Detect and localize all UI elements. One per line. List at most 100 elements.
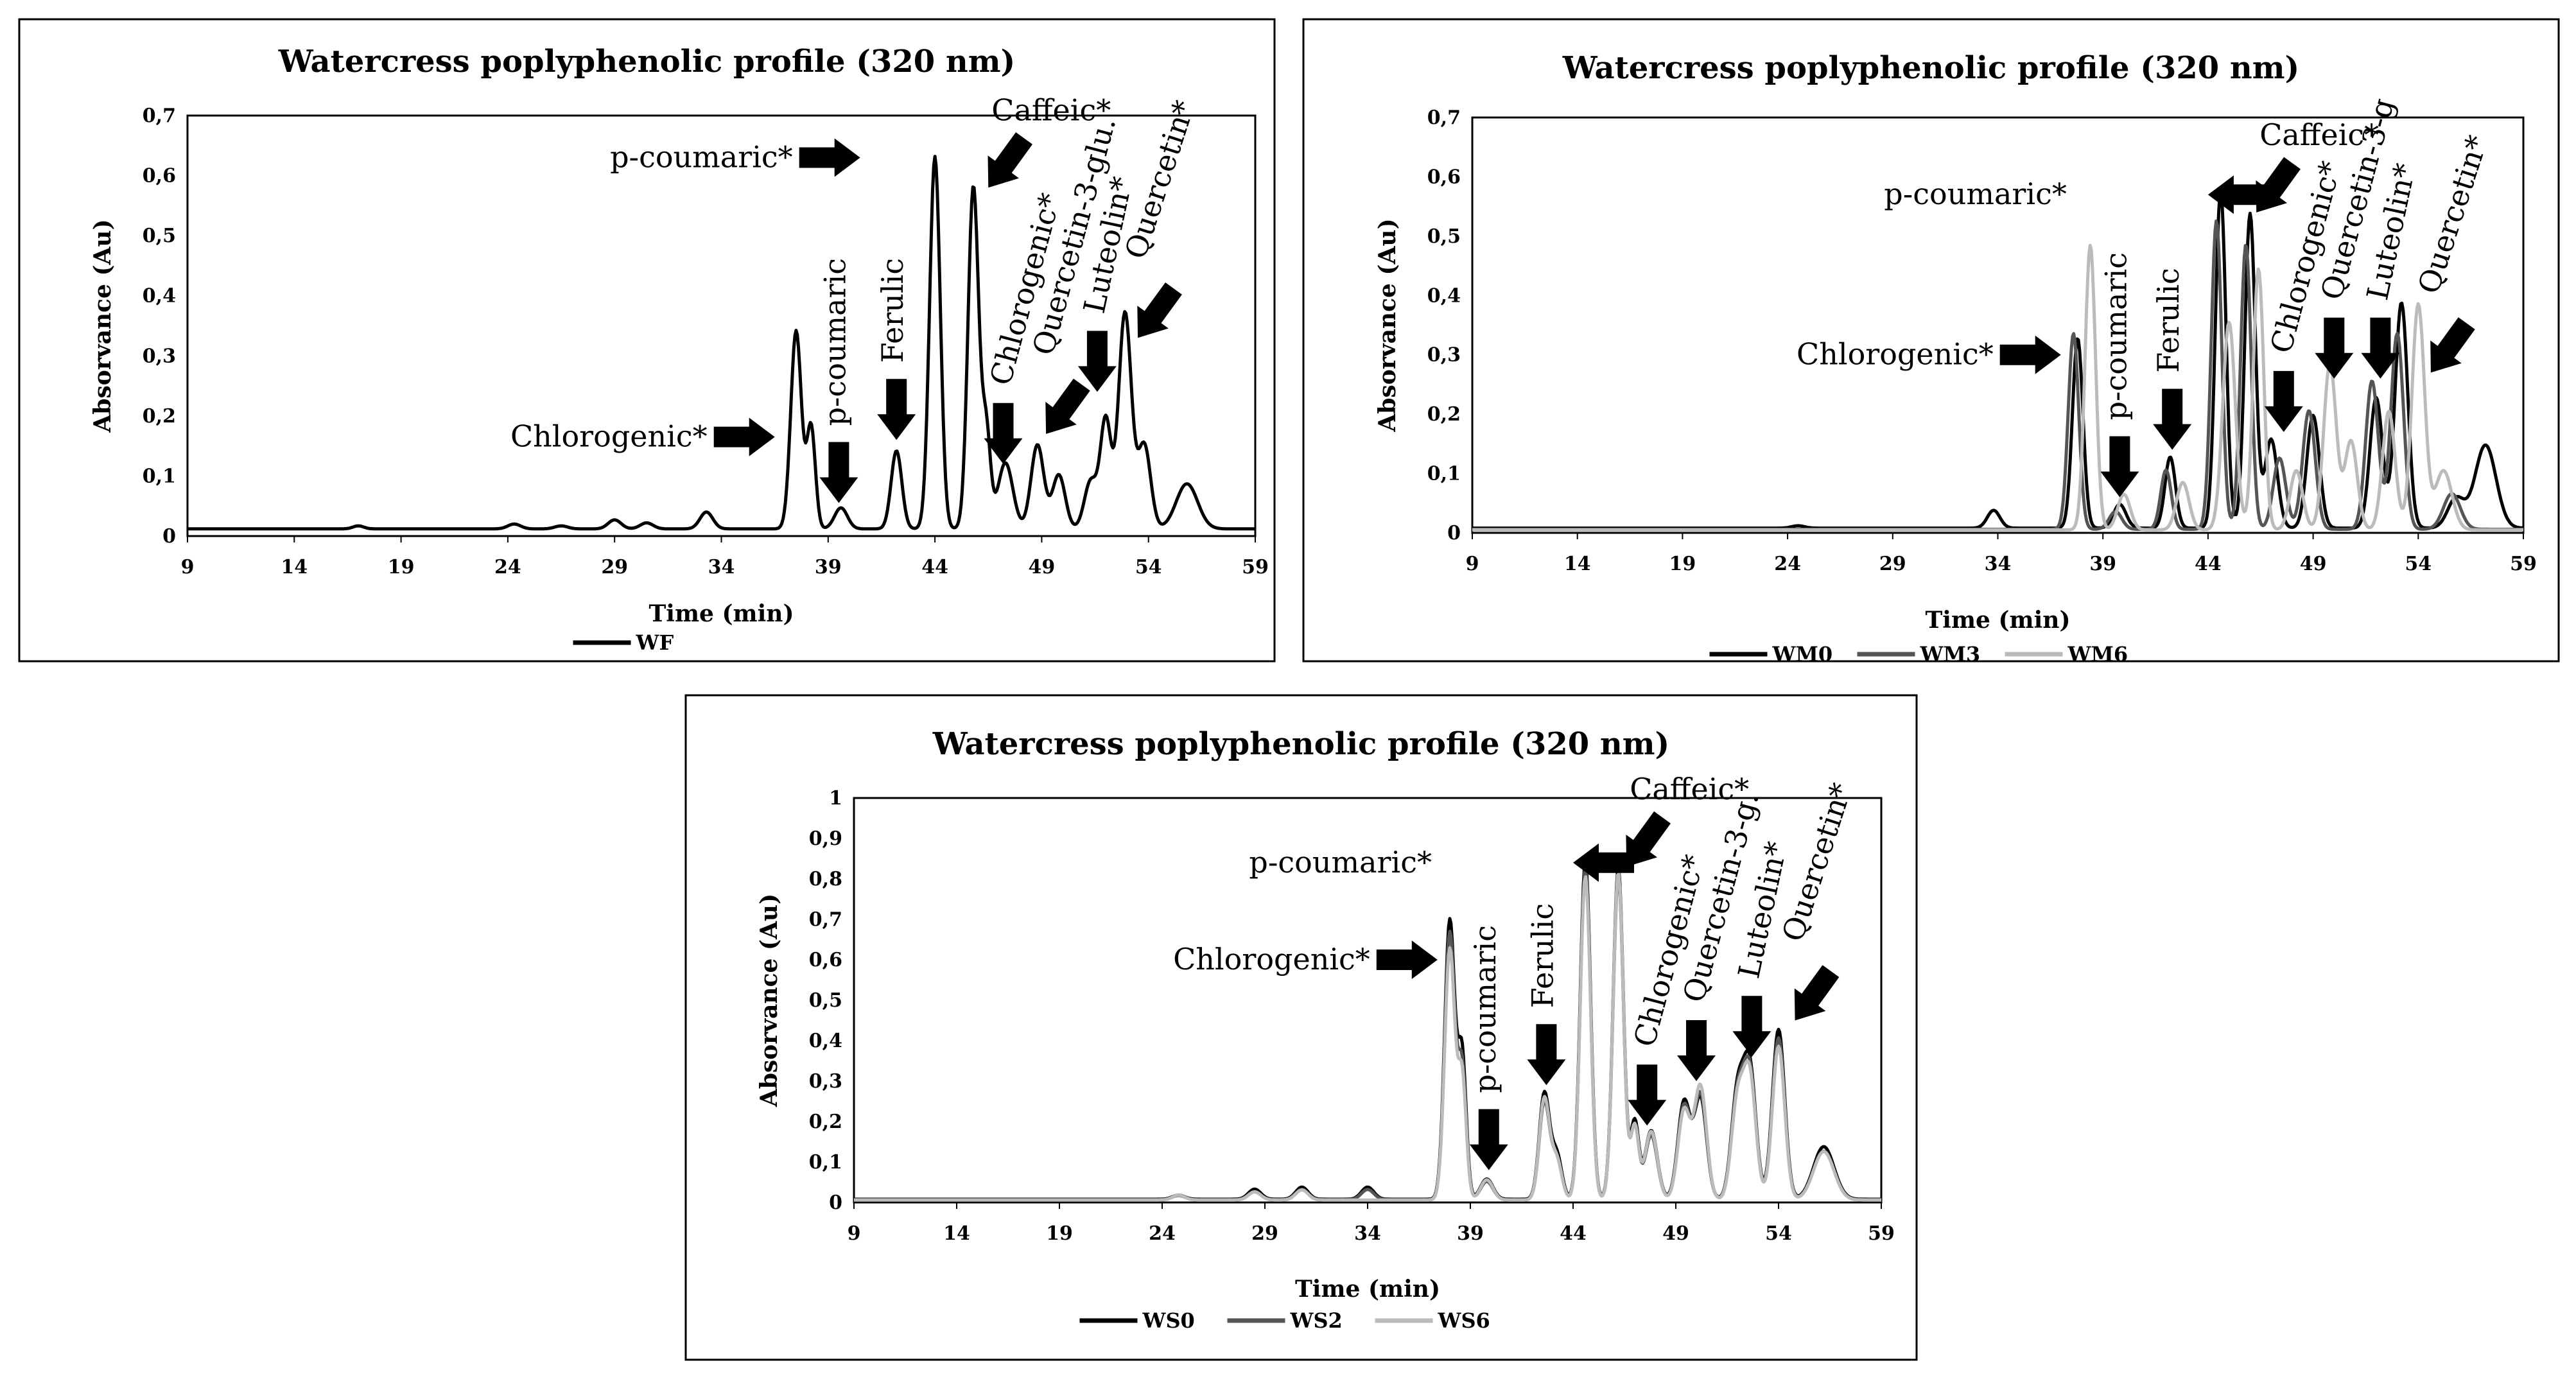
series-line-wf xyxy=(187,155,1255,531)
peak-label: Ferulic xyxy=(1525,903,1560,1008)
peak-arrow xyxy=(2207,175,2269,214)
y-tick-label: 0,9 xyxy=(809,828,842,850)
x-tick-label: 19 xyxy=(388,556,415,578)
peak-arrow xyxy=(1794,965,1840,1021)
y-tick-label: 0,5 xyxy=(1427,225,1461,248)
x-tick-label: 54 xyxy=(1765,1222,1792,1245)
x-tick-label: 59 xyxy=(1242,556,1269,578)
peak-arrow xyxy=(1045,378,1090,434)
peak-arrow xyxy=(1732,996,1771,1057)
y-tick-label: 0,7 xyxy=(809,908,842,931)
y-tick-label: 0,1 xyxy=(1427,463,1461,485)
peak-arrow xyxy=(1527,1024,1566,1086)
peak-arrow xyxy=(2315,317,2354,379)
x-axis-label: Time (min) xyxy=(648,600,794,627)
peak-arrow xyxy=(2100,436,2139,498)
peak-arrow xyxy=(819,442,858,503)
chart-title: Watercress poplyphenolic profile (320 nm… xyxy=(932,726,1670,762)
x-tick-label: 49 xyxy=(2300,553,2327,575)
y-tick-label: 0,7 xyxy=(143,105,176,127)
x-tick-label: 34 xyxy=(708,556,735,578)
peak-label: p-coumaric xyxy=(2098,252,2133,421)
x-axis-label: Time (min) xyxy=(1295,1276,1440,1303)
peak-label: p-coumaric* xyxy=(610,140,793,175)
peak-label: Caffeic* xyxy=(1630,772,1749,806)
chart-title: Watercress poplyphenolic profile (320 nm… xyxy=(278,44,1016,80)
x-tick-label: 24 xyxy=(494,556,521,578)
chart-wf: Watercress poplyphenolic profile (320 nm… xyxy=(18,18,1276,663)
peak-arrow xyxy=(1376,941,1438,979)
peak-arrow xyxy=(1626,811,1671,867)
peak-label: p-coumaric xyxy=(817,258,852,426)
x-tick-label: 9 xyxy=(181,556,195,578)
y-tick-label: 0,3 xyxy=(809,1070,842,1093)
x-tick-label: 34 xyxy=(1985,553,2012,575)
peak-label: Chlorogenic* xyxy=(1173,942,1370,976)
peak-arrow xyxy=(1999,335,2061,374)
y-tick-label: 0,2 xyxy=(1427,403,1461,426)
y-tick-label: 0 xyxy=(1447,522,1461,544)
legend-label: WM0 xyxy=(1772,642,1833,666)
peak-label: Ferulic xyxy=(875,258,910,363)
x-tick-label: 14 xyxy=(943,1222,970,1245)
y-tick-label: 0,1 xyxy=(809,1151,842,1174)
y-tick-label: 0,4 xyxy=(143,285,176,308)
legend-label: WS0 xyxy=(1142,1308,1195,1333)
series-line-wm6 xyxy=(1472,243,2523,532)
series-line-ws6 xyxy=(854,872,1881,1202)
y-tick-label: 0,3 xyxy=(1427,344,1461,367)
peak-arrow xyxy=(2361,317,2400,379)
legend-label: WS6 xyxy=(1438,1308,1490,1333)
peak-arrow xyxy=(1137,282,1182,338)
y-tick-label: 0,5 xyxy=(809,989,842,1012)
y-tick-label: 0,5 xyxy=(143,225,176,247)
y-tick-label: 0 xyxy=(829,1192,842,1214)
chart-frame xyxy=(1302,18,2560,663)
peak-label: Ferulic xyxy=(2151,268,2186,372)
peak-arrow xyxy=(799,138,860,177)
y-tick-label: 1 xyxy=(829,787,842,810)
peak-label: Chlorogenic* xyxy=(1797,337,1994,372)
y-axis-label: Absorvance (Au) xyxy=(89,219,116,433)
chart-frame xyxy=(18,18,1276,663)
x-tick-label: 44 xyxy=(1560,1222,1587,1245)
y-tick-label: 0,6 xyxy=(1427,166,1461,188)
y-tick-label: 0,1 xyxy=(143,465,176,487)
y-tick-label: 0,7 xyxy=(1427,107,1461,129)
y-tick-label: 0,3 xyxy=(143,345,176,367)
peak-arrow xyxy=(1628,1064,1667,1126)
x-tick-label: 9 xyxy=(1466,553,1479,575)
y-tick-label: 0,6 xyxy=(809,949,842,971)
peak-arrow xyxy=(2256,157,2301,212)
y-tick-label: 0,8 xyxy=(809,868,842,890)
peak-label: Caffeic* xyxy=(991,92,1111,127)
x-tick-label: 59 xyxy=(2510,553,2537,575)
peak-arrow xyxy=(1677,1020,1716,1081)
y-tick-label: 0,2 xyxy=(143,405,176,428)
peak-label: p-coumaric xyxy=(1468,925,1502,1093)
x-tick-label: 54 xyxy=(1135,556,1162,578)
peak-arrow xyxy=(713,417,775,456)
x-tick-label: 19 xyxy=(1046,1222,1073,1245)
y-axis-label: Absorvance (Au) xyxy=(1374,218,1401,432)
chart-title: Watercress poplyphenolic profile (320 nm… xyxy=(1562,50,2300,86)
peak-arrow xyxy=(1573,843,1634,882)
y-tick-label: 0,4 xyxy=(809,1030,842,1052)
legend-label: WM3 xyxy=(1920,642,1981,666)
peak-arrow xyxy=(2153,388,2192,450)
x-tick-label: 39 xyxy=(815,556,842,578)
peak-label: Chlorogenic* xyxy=(510,419,708,454)
peak-label: p-coumaric* xyxy=(1884,177,2067,211)
x-tick-label: 59 xyxy=(1868,1222,1895,1245)
x-tick-label: 49 xyxy=(1662,1222,1689,1245)
x-tick-label: 29 xyxy=(1879,553,1906,575)
peak-arrow xyxy=(2264,370,2303,432)
x-tick-label: 14 xyxy=(1564,553,1591,575)
x-tick-label: 49 xyxy=(1029,556,1056,578)
y-tick-label: 0,2 xyxy=(809,1111,842,1133)
x-tick-label: 34 xyxy=(1354,1222,1381,1245)
peak-arrow xyxy=(984,403,1023,464)
legend-label: WF xyxy=(636,630,674,655)
peak-arrow xyxy=(988,132,1032,188)
x-tick-label: 24 xyxy=(1149,1222,1176,1245)
